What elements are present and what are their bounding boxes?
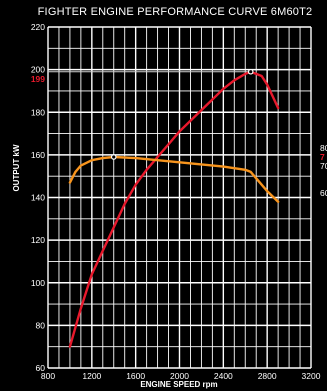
marker-layer — [110, 68, 254, 160]
grid — [47, 26, 312, 369]
y-tick-label: 100 — [31, 278, 45, 288]
y-tick-label: 80 — [36, 320, 46, 330]
x-axis-ticks: 800 1200 1600 2000 2400 2800 3200 — [41, 371, 321, 381]
max-torque-marker — [110, 154, 117, 160]
y-tick-label: 160 — [31, 150, 45, 160]
right-edge-label: 60 — [320, 188, 327, 198]
right-edge-labels: 80770 60 — [320, 143, 327, 198]
y-tick-label: 140 — [31, 193, 45, 203]
max-output-reference: 199 — [31, 71, 251, 84]
series-layer — [68, 70, 280, 348]
x-tick-label: 2800 — [258, 371, 277, 381]
y-tick-label: 200 — [31, 65, 45, 75]
y-tick-label: 180 — [31, 107, 45, 117]
y-axis-label: OUTPUT kW — [12, 144, 21, 192]
max-output-value-label: 199 — [31, 74, 45, 84]
x-tick-label: 1200 — [82, 371, 101, 381]
x-tick-label: 1600 — [126, 371, 145, 381]
y-tick-label: 220 — [31, 22, 45, 32]
x-tick-label: 800 — [41, 371, 55, 381]
max-output-marker — [247, 68, 254, 75]
right-edge-label: 7 — [320, 152, 325, 162]
y-tick-label: 120 — [31, 235, 45, 245]
x-axis-label: ENGINE SPEED rpm — [140, 380, 217, 389]
output-curve — [68, 70, 280, 348]
x-tick-label: 3200 — [302, 371, 321, 381]
chart-title: FIGHTER ENGINE PERFORMANCE CURVE 6M60T2 — [38, 6, 313, 18]
right-edge-label: 70 — [320, 161, 327, 171]
x-tick-label: 2400 — [214, 371, 233, 381]
y-axis-ticks: 60 80 100 120 140 160 180 200 220 — [31, 22, 45, 373]
right-edge-label: 80 — [320, 143, 327, 153]
y-tick-label: 60 — [36, 363, 46, 373]
x-tick-label: 2000 — [170, 371, 189, 381]
torque-curve — [68, 155, 280, 203]
